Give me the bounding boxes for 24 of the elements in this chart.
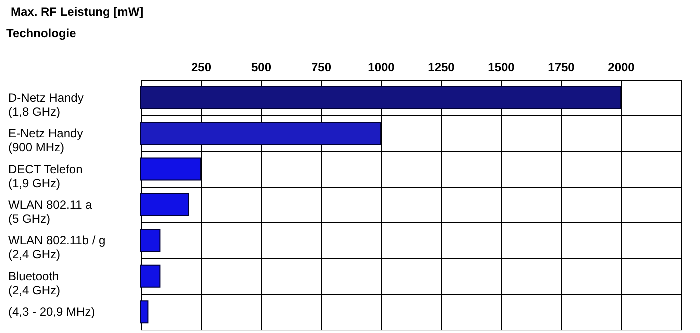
x-tick-label: 750	[311, 60, 332, 74]
x-tick-label: 1000	[368, 60, 396, 74]
y-tick-label: WLAN 802.11 a (5 GHz)	[8, 198, 93, 226]
x-tick-label: 250	[191, 60, 212, 74]
bar	[140, 300, 149, 324]
y-axis-title: Technologie	[6, 26, 77, 40]
bar	[140, 86, 622, 110]
x-tick-label: 500	[251, 60, 272, 74]
x-tick-label: 2000	[608, 60, 636, 74]
bar	[140, 158, 202, 181]
bar	[140, 229, 161, 252]
bar	[140, 194, 190, 216]
y-tick-label: WLAN 802.11b / g (2,4 GHz)	[8, 234, 106, 262]
chart-title: Max. RF Leistung [mW]	[11, 5, 144, 19]
bar	[140, 264, 161, 288]
x-tick-label: 1750	[548, 60, 576, 74]
y-tick-label: (4,3 - 20,9 MHz)	[8, 305, 96, 320]
x-tick-label: 1250	[428, 60, 456, 74]
bar	[140, 122, 382, 146]
y-tick-label: DECT Telefon (1,9 GHz)	[8, 162, 83, 190]
y-tick-label: Bluetooth (2,4 GHz)	[8, 269, 61, 298]
y-tick-label: E-Netz Handy (900 MHz)	[8, 126, 84, 155]
y-tick-label: D-Netz Handy (1,8 GHz)	[8, 90, 84, 119]
x-tick-label: 1500	[488, 60, 516, 74]
